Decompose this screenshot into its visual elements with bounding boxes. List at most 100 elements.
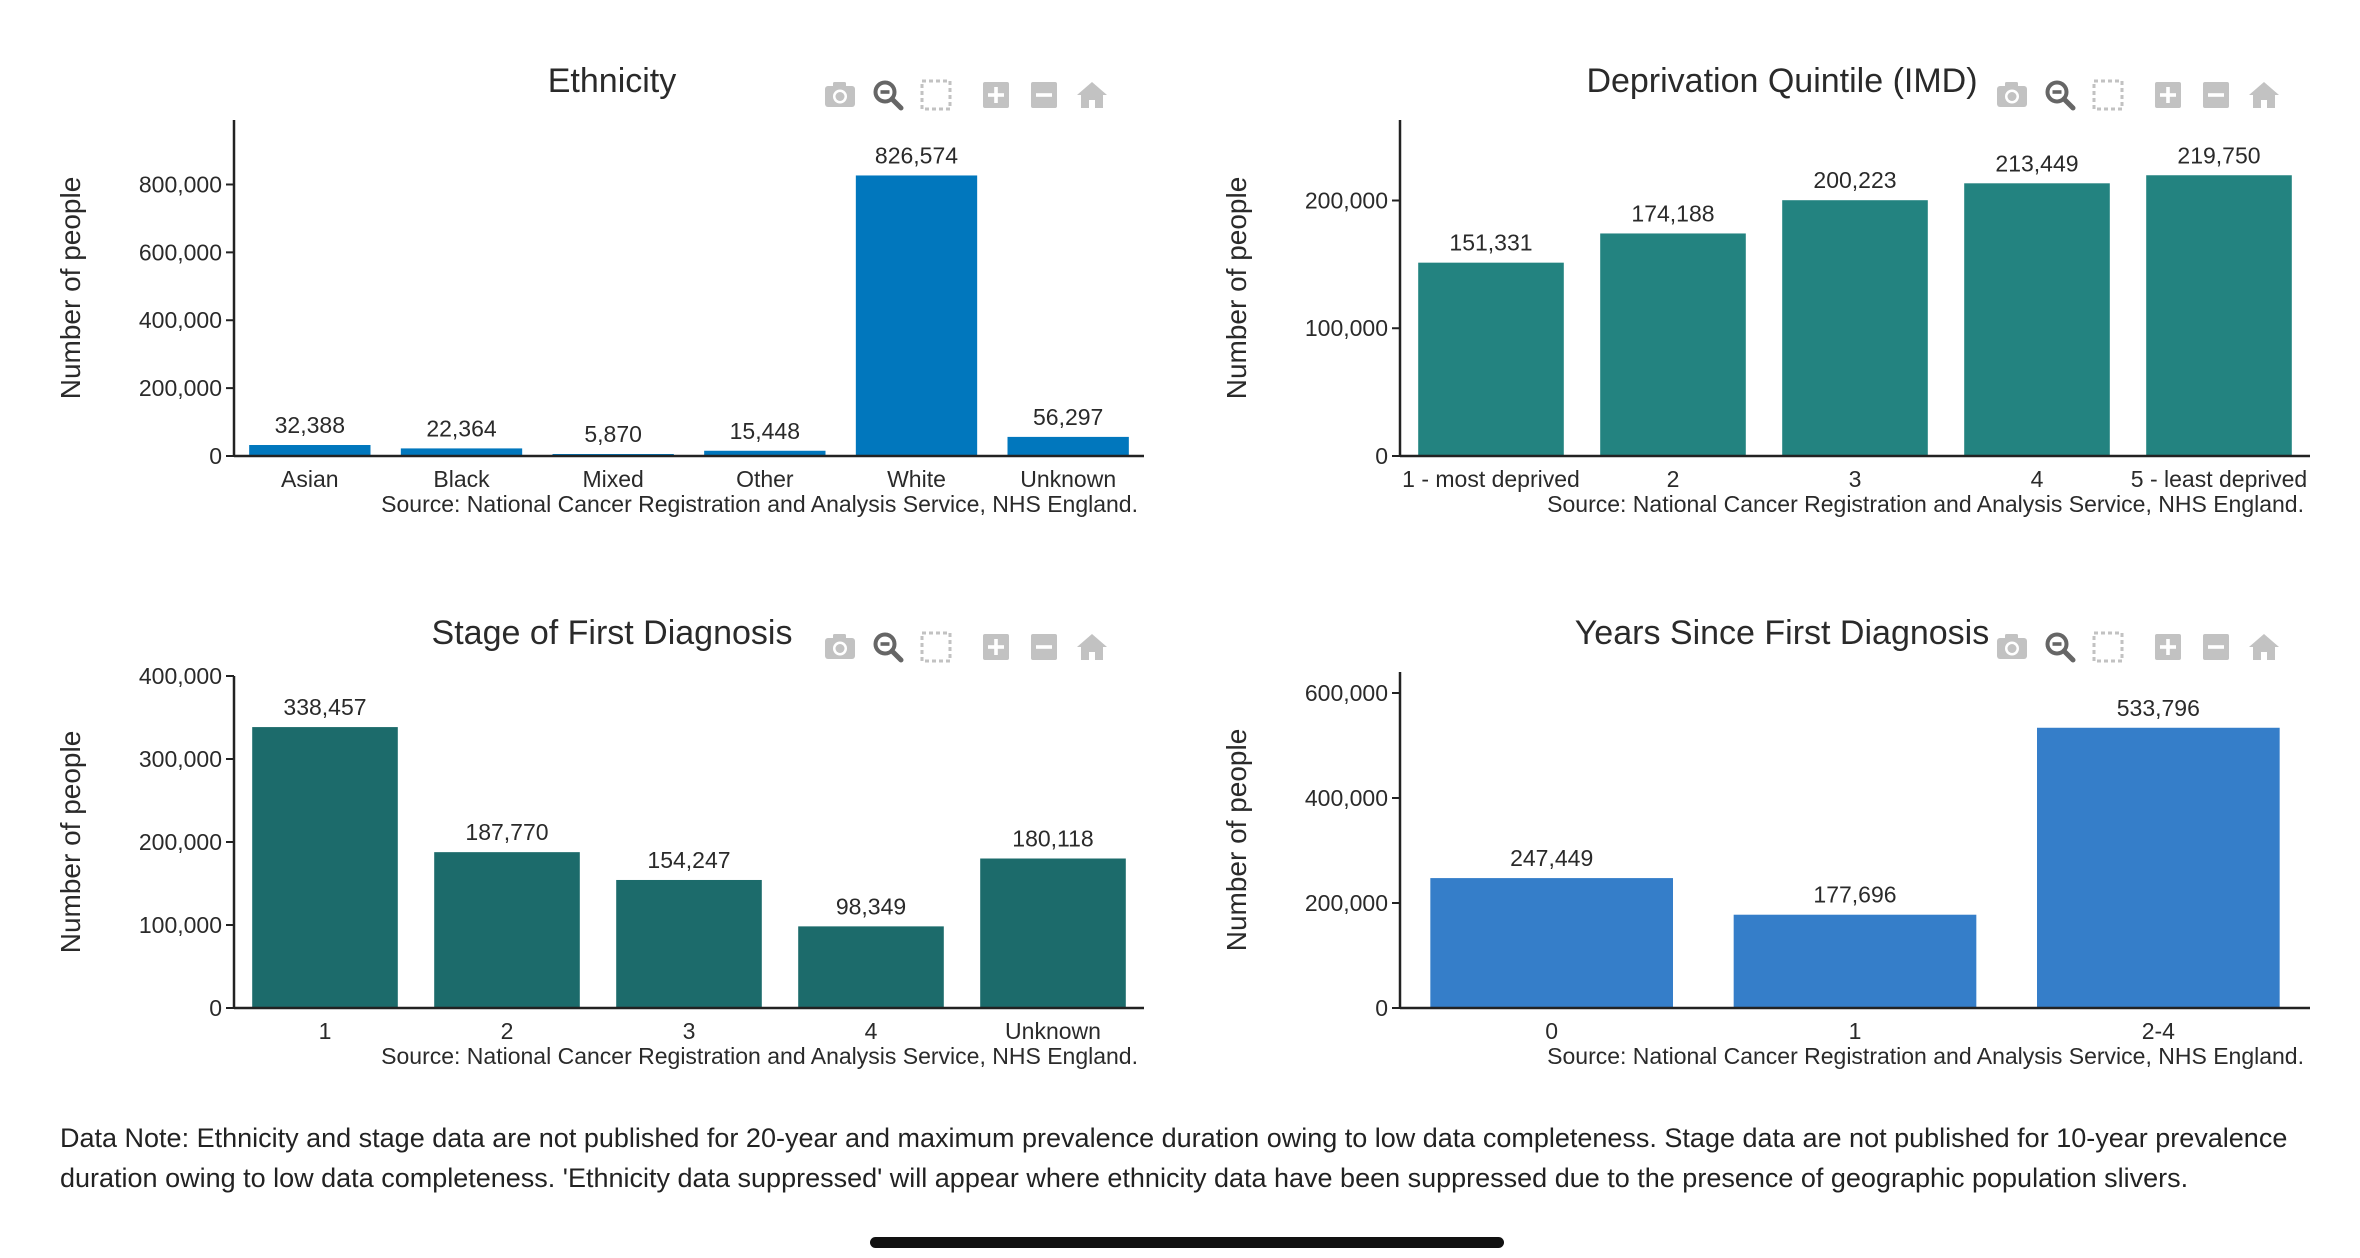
- bar-value-label: 247,449: [1510, 845, 1593, 871]
- bar-value-label: 56,297: [1033, 404, 1103, 430]
- chart-svg: Ethnicity Number of people 0 200,000 400,000…: [55, 62, 1144, 517]
- camera-button[interactable]: [822, 629, 858, 665]
- y-axis-label: Number of people: [55, 177, 86, 400]
- modebar: [1994, 77, 2294, 113]
- reset-home-button[interactable]: [2246, 77, 2282, 113]
- bar[interactable]: [798, 926, 944, 1008]
- x-tick-label: Unknown: [1005, 1018, 1101, 1044]
- bar[interactable]: [616, 879, 762, 1008]
- source-note: Source: National Cancer Registration and…: [381, 1043, 1138, 1069]
- y-tick-label: 0: [209, 443, 222, 469]
- bar[interactable]: [1733, 914, 1977, 1008]
- bar[interactable]: [400, 448, 523, 456]
- y-tick-label: 100,000: [139, 912, 222, 938]
- bar[interactable]: [252, 727, 398, 1008]
- zoom-out-button[interactable]: [1026, 629, 1062, 665]
- bar-value-label: 533,796: [2117, 695, 2200, 721]
- x-tick-label: 1 - most deprived: [1402, 466, 1580, 492]
- y-tick-label: 0: [1375, 995, 1388, 1021]
- x-tick-label: 2: [1667, 466, 1680, 492]
- select-box-button[interactable]: [2090, 77, 2126, 113]
- zoom-out-icon: [1031, 82, 1057, 108]
- reset-home-button[interactable]: [1074, 629, 1110, 665]
- y-tick-label: 300,000: [139, 746, 222, 772]
- zoom-out-icon: [1031, 634, 1057, 660]
- bar[interactable]: [1964, 183, 2110, 457]
- reset-home-button[interactable]: [1074, 77, 1110, 113]
- years-chart: Years Since First Diagnosis Number of peo…: [1180, 552, 2340, 1102]
- y-tick-label: 600,000: [139, 239, 222, 265]
- reset-home-button[interactable]: [2246, 629, 2282, 665]
- reset-home-icon: [2249, 634, 2279, 660]
- bar[interactable]: [855, 175, 978, 456]
- zoom-out-button[interactable]: [2198, 629, 2234, 665]
- y-tick-label: 0: [209, 995, 222, 1021]
- bar-value-label: 5,870: [584, 421, 642, 447]
- select-box-button[interactable]: [2090, 629, 2126, 665]
- select-box-button[interactable]: [918, 629, 954, 665]
- zoom-button[interactable]: [2042, 77, 2078, 113]
- camera-button[interactable]: [1994, 77, 2030, 113]
- y-tick-label: 200,000: [1305, 187, 1388, 213]
- zoom-in-button[interactable]: [978, 77, 1014, 113]
- camera-icon: [825, 634, 855, 659]
- bar-value-label: 826,574: [875, 142, 958, 168]
- zoom-button[interactable]: [870, 77, 906, 113]
- select-box-button[interactable]: [918, 77, 954, 113]
- zoom-in-button[interactable]: [2150, 629, 2186, 665]
- bar[interactable]: [1418, 262, 1564, 456]
- chart-svg: Stage of First Diagnosis Number of people…: [55, 614, 1144, 1069]
- y-tick-label: 600,000: [1305, 680, 1388, 706]
- x-tick-label: 1: [319, 1018, 332, 1044]
- reset-home-icon: [1077, 634, 1107, 660]
- bar[interactable]: [1430, 878, 1673, 1008]
- bar[interactable]: [1782, 200, 1928, 456]
- camera-button[interactable]: [822, 77, 858, 113]
- zoom-out-button[interactable]: [2198, 77, 2234, 113]
- bar-value-label: 151,331: [1449, 230, 1532, 256]
- bar[interactable]: [980, 858, 1126, 1008]
- bar[interactable]: [434, 852, 580, 1008]
- bar[interactable]: [2146, 175, 2292, 456]
- zoom-icon: [873, 632, 904, 663]
- bar[interactable]: [1007, 436, 1129, 456]
- camera-button[interactable]: [1994, 629, 2030, 665]
- zoom-in-icon: [983, 82, 1009, 108]
- y-tick-label: 200,000: [139, 375, 222, 401]
- zoom-in-button[interactable]: [2150, 77, 2186, 113]
- x-tick-label: 1: [1849, 1018, 1862, 1044]
- bar-value-label: 154,247: [647, 847, 730, 873]
- zoom-icon: [873, 80, 904, 111]
- bar[interactable]: [704, 450, 826, 456]
- bar-value-label: 187,770: [465, 819, 548, 845]
- zoom-icon: [2045, 80, 2076, 111]
- home-indicator[interactable]: [870, 1237, 1504, 1248]
- stage-chart: Stage of First Diagnosis Number of people…: [0, 552, 1160, 1102]
- zoom-button[interactable]: [2042, 629, 2078, 665]
- zoom-button[interactable]: [870, 629, 906, 665]
- ethnicity-chart: Ethnicity Number of people 0 200,000 400,000…: [0, 0, 1160, 550]
- y-tick-label: 800,000: [139, 171, 222, 197]
- x-tick-label: 0: [1545, 1018, 1558, 1044]
- chart-title: Deprivation Quintile (IMD): [1586, 62, 1977, 100]
- x-tick-label: 3: [1849, 466, 1862, 492]
- select-box-icon: [920, 631, 952, 663]
- zoom-in-button[interactable]: [978, 629, 1014, 665]
- y-axis-label: Number of people: [1221, 177, 1252, 400]
- bar-value-label: 98,349: [836, 893, 906, 919]
- source-note: Source: National Cancer Registration and…: [381, 491, 1138, 517]
- bar[interactable]: [2037, 727, 2280, 1008]
- x-tick-label: Black: [433, 466, 490, 492]
- chart-svg: Years Since First Diagnosis Number of peo…: [1221, 614, 2310, 1069]
- bar[interactable]: [249, 445, 371, 456]
- camera-icon: [1997, 82, 2027, 107]
- x-tick-label: Mixed: [582, 466, 643, 492]
- chart-title: Ethnicity: [548, 62, 677, 100]
- bar[interactable]: [1600, 233, 1746, 456]
- bar-value-label: 180,118: [1012, 826, 1093, 852]
- camera-icon: [1997, 634, 2027, 659]
- y-tick-label: 200,000: [1305, 890, 1388, 916]
- source-note: Source: National Cancer Registration and…: [1547, 491, 2304, 517]
- zoom-out-button[interactable]: [1026, 77, 1062, 113]
- zoom-icon: [2045, 632, 2076, 663]
